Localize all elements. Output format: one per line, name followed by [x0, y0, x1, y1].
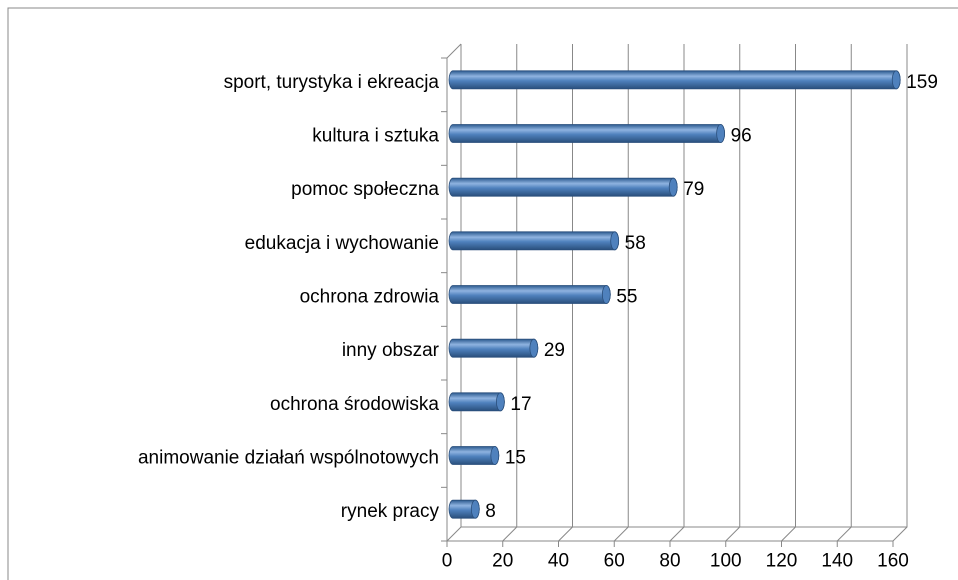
value-label: 79	[683, 179, 704, 200]
y-tick-label: kultura i sztuka	[312, 126, 439, 147]
bar	[448, 446, 500, 465]
value-label: 29	[544, 340, 565, 361]
x-tick-label: 20	[492, 550, 513, 571]
y-tick-label: sport, turystyka i ekreacja	[224, 72, 440, 93]
wall-edge	[446, 43, 462, 59]
y-tick-label: ochrona środowiska	[270, 394, 439, 415]
x-tick-label: 80	[659, 550, 680, 571]
x-tick-label: 120	[766, 550, 798, 571]
x-tick-label: 100	[710, 550, 742, 571]
bar	[448, 231, 620, 251]
y-tick-label: edukacja i wychowanie	[245, 233, 439, 254]
bar	[448, 177, 678, 197]
value-label: 15	[505, 448, 526, 469]
x-tick-label: 40	[548, 550, 569, 571]
grid-line	[836, 44, 852, 542]
grid-line	[502, 44, 518, 542]
x-tick-label: 160	[877, 550, 909, 571]
value-label: 96	[731, 126, 752, 147]
grid-line	[781, 44, 796, 542]
y-tick-label: rynek pracy	[341, 501, 440, 522]
y-tick-label: pomoc społeczna	[291, 179, 439, 200]
grid-line	[892, 44, 908, 542]
chart-frame	[7, 7, 958, 580]
y-tick-label: animowanie działań wspólnotowych	[138, 448, 439, 469]
grid-line	[558, 44, 573, 542]
bar	[448, 124, 725, 143]
value-label: 58	[625, 233, 646, 254]
value-label: 17	[510, 394, 531, 415]
bar	[448, 338, 539, 358]
y-tick-label: inny obszar	[342, 340, 440, 361]
bar	[448, 285, 611, 304]
bar	[448, 392, 505, 412]
value-label: 55	[616, 287, 637, 308]
grid-line	[725, 44, 741, 542]
x-tick-label: 0	[442, 550, 453, 571]
bar	[448, 499, 480, 519]
grid-line	[669, 44, 685, 542]
grid-line	[446, 44, 462, 542]
bar	[448, 70, 901, 90]
x-tick-label: 140	[821, 550, 853, 571]
grid-line	[613, 44, 629, 542]
value-label: 8	[485, 501, 496, 522]
x-tick-label: 60	[604, 550, 625, 571]
y-tick-label: ochrona zdrowia	[300, 287, 440, 308]
value-label: 159	[906, 72, 938, 93]
